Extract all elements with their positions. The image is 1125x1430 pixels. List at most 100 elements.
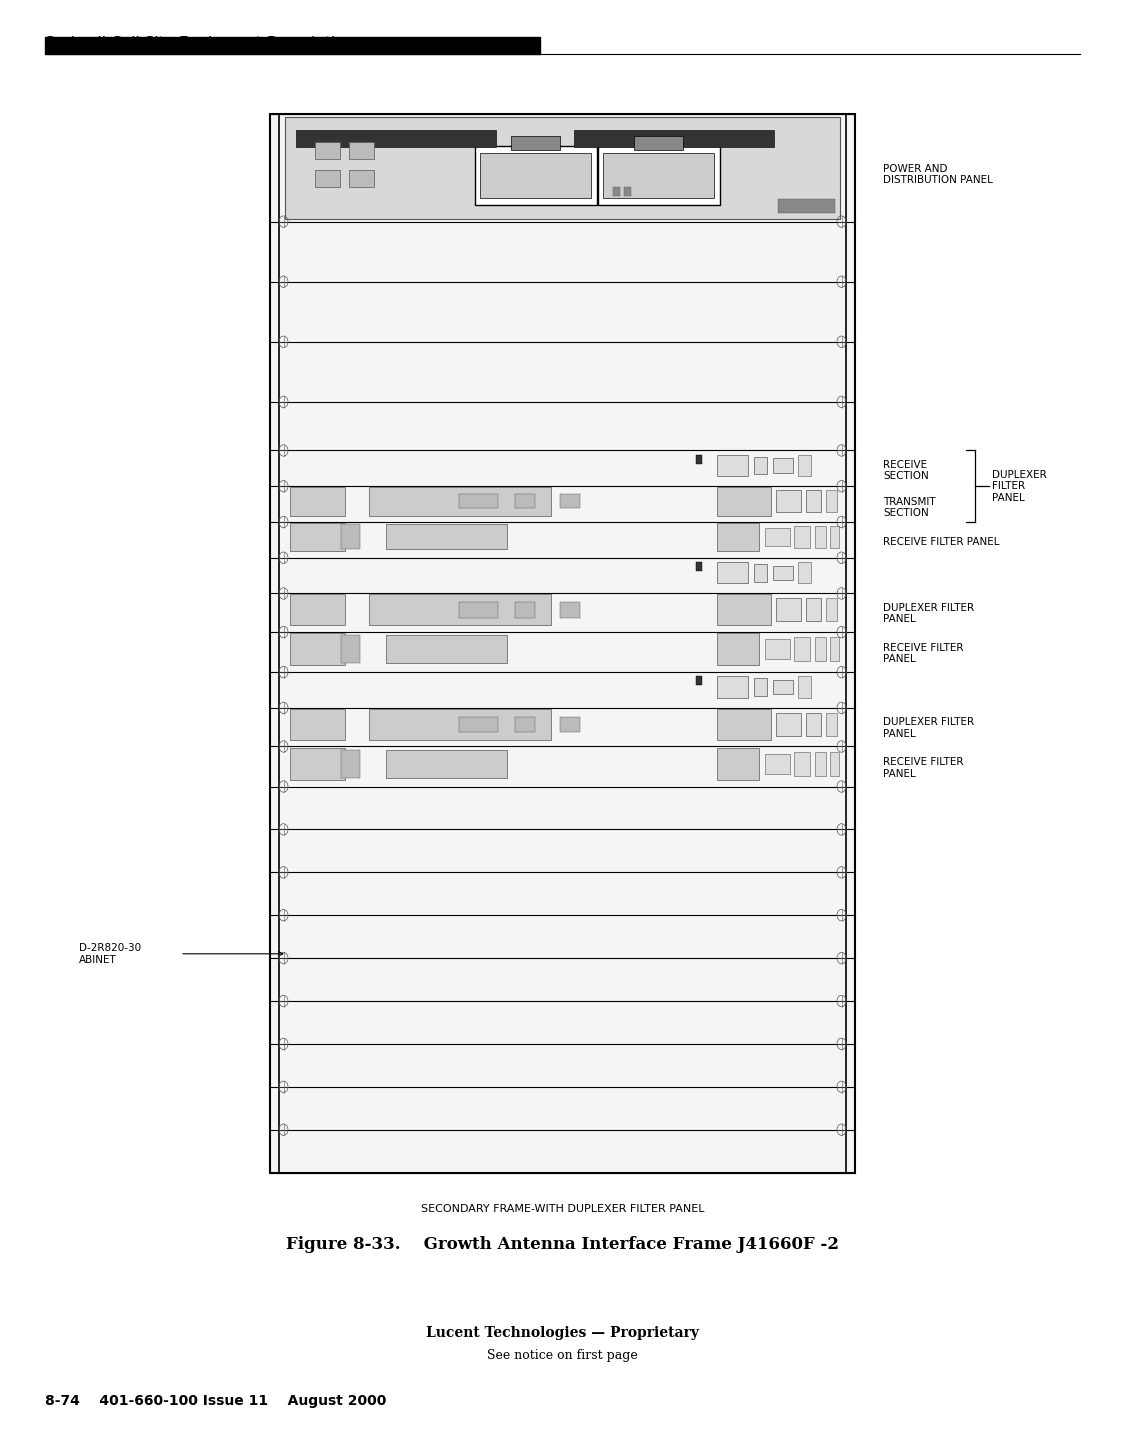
Bar [806, 598, 821, 622]
Bar [515, 602, 534, 618]
Bar [285, 117, 840, 219]
Bar [341, 525, 360, 549]
Bar [45, 37, 540, 54]
Bar [512, 136, 560, 150]
Bar [798, 455, 811, 476]
Bar [717, 455, 748, 476]
Text: RECEIVE
SECTION: RECEIVE SECTION [883, 459, 929, 482]
Bar [754, 678, 767, 696]
Text: DUPLEXER FILTER
PANEL: DUPLEXER FILTER PANEL [883, 716, 974, 739]
Bar [717, 562, 748, 583]
Bar [717, 748, 759, 779]
Bar [597, 146, 720, 204]
Bar [341, 635, 360, 664]
Bar [560, 716, 579, 732]
Bar [341, 749, 360, 778]
Bar [613, 187, 620, 196]
Bar [696, 455, 702, 463]
Text: DUPLEXER
FILTER
PANEL: DUPLEXER FILTER PANEL [992, 469, 1047, 503]
Bar [624, 187, 631, 196]
Text: RECEIVE FILTER PANEL: RECEIVE FILTER PANEL [883, 538, 1000, 546]
Bar [270, 114, 855, 1173]
Bar [814, 526, 826, 548]
Bar [798, 676, 811, 698]
Bar [776, 712, 801, 736]
Bar [765, 754, 790, 774]
Bar [696, 676, 702, 685]
Text: TRANSMIT
SECTION: TRANSMIT SECTION [883, 496, 936, 519]
Bar [386, 749, 507, 778]
Bar [459, 602, 497, 618]
Bar [369, 595, 550, 625]
Bar [369, 488, 550, 516]
Bar [794, 638, 810, 661]
Text: RECEIVE FILTER
PANEL: RECEIVE FILTER PANEL [883, 642, 964, 665]
Text: Series II Cell Site Equipment Descriptions: Series II Cell Site Equipment Descriptio… [45, 36, 362, 50]
Bar [459, 716, 497, 732]
Bar [773, 459, 793, 473]
Bar [826, 712, 837, 736]
Bar [776, 598, 801, 622]
Bar [315, 170, 340, 187]
Bar [386, 525, 507, 549]
Bar [296, 130, 496, 147]
Bar [765, 528, 790, 546]
Bar [560, 495, 579, 509]
Bar [634, 136, 683, 150]
Bar [794, 526, 810, 548]
Bar [717, 523, 759, 552]
Bar [830, 526, 839, 548]
Text: D-2R820-30
ABINET: D-2R820-30 ABINET [79, 942, 141, 965]
Bar [515, 716, 534, 732]
Bar [826, 598, 837, 622]
Bar [765, 639, 790, 659]
Bar [349, 170, 374, 187]
Bar [290, 595, 345, 625]
Bar [574, 130, 774, 147]
Bar [717, 709, 771, 739]
Bar [754, 456, 767, 475]
Bar [798, 562, 811, 583]
Bar [603, 153, 714, 197]
Bar [290, 748, 345, 779]
Bar [475, 146, 597, 204]
Bar [717, 676, 748, 698]
Bar [369, 709, 550, 739]
Bar [773, 681, 793, 695]
Text: RECEIVE FILTER
PANEL: RECEIVE FILTER PANEL [883, 756, 964, 779]
Bar [754, 563, 767, 582]
Text: Figure 8-33.    Growth Antenna Interface Frame J41660F -2: Figure 8-33. Growth Antenna Interface Fr… [286, 1236, 839, 1253]
Bar [290, 523, 345, 552]
Text: See notice on first page: See notice on first page [487, 1348, 638, 1363]
Bar [794, 752, 810, 775]
Bar [459, 495, 497, 509]
Bar [349, 142, 374, 159]
Text: SECONDARY FRAME-WITH DUPLEXER FILTER PANEL: SECONDARY FRAME-WITH DUPLEXER FILTER PAN… [421, 1204, 704, 1214]
Bar [830, 752, 839, 775]
Bar [696, 562, 702, 571]
Bar [778, 199, 835, 213]
Bar [290, 709, 345, 739]
Bar [515, 495, 534, 509]
Text: POWER AND
DISTRIBUTION PANEL: POWER AND DISTRIBUTION PANEL [883, 163, 993, 186]
Bar [773, 566, 793, 581]
Bar [814, 752, 826, 775]
Bar [717, 595, 771, 625]
Bar [315, 142, 340, 159]
Text: 8-74    401-660-100 Issue 11    August 2000: 8-74 401-660-100 Issue 11 August 2000 [45, 1394, 386, 1409]
Bar [776, 490, 801, 512]
Text: Lucent Technologies — Proprietary: Lucent Technologies — Proprietary [426, 1326, 699, 1340]
Bar [290, 633, 345, 665]
Bar [830, 638, 839, 661]
Text: DUPLEXER FILTER
PANEL: DUPLEXER FILTER PANEL [883, 602, 974, 625]
Bar [717, 633, 759, 665]
Bar [480, 153, 592, 197]
Bar [806, 490, 821, 512]
Bar [386, 635, 507, 664]
Bar [826, 490, 837, 512]
Bar [814, 638, 826, 661]
Bar [717, 488, 771, 516]
Bar [290, 488, 345, 516]
Bar [560, 602, 579, 618]
Bar [806, 712, 821, 736]
